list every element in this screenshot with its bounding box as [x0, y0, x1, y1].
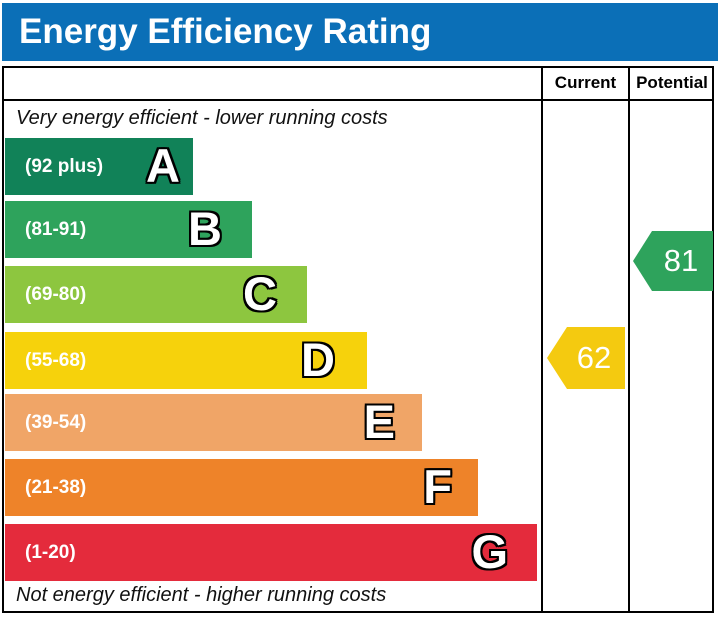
- band-row-b: (81-91) B: [5, 201, 252, 258]
- band-range-label: (69-80): [25, 283, 87, 305]
- band-letter: E: [363, 395, 395, 448]
- band-row-a: (92 plus) A: [5, 138, 193, 195]
- band-row-d: (55-68) D: [5, 332, 367, 389]
- band-range-label: (39-54): [25, 411, 87, 433]
- band-letter: F: [423, 460, 452, 513]
- band-letter: G: [471, 525, 508, 578]
- potential-arrow-shape: [633, 231, 713, 291]
- band-row-g: (1-20) G: [5, 524, 537, 581]
- title-bar: Energy Efficiency Rating: [2, 3, 718, 61]
- current-rating-value: 62: [577, 340, 611, 375]
- band-range-label: (21-38): [25, 476, 87, 498]
- current-arrow-shape: [547, 327, 625, 389]
- band-row-c: (69-80) C: [5, 266, 307, 323]
- current-rating-arrow: 62: [547, 327, 625, 389]
- current-column-divider: [541, 66, 543, 613]
- band-row-e: (39-54) E: [5, 394, 422, 451]
- band-range-label: (1-20): [25, 541, 76, 563]
- bottom-note: Not energy efficient - higher running co…: [16, 584, 387, 606]
- band-range-label: (55-68): [25, 349, 87, 371]
- band-letter: A: [146, 139, 180, 192]
- band-range-label: (92 plus): [25, 155, 104, 177]
- top-note: Very energy efficient - lower running co…: [16, 107, 388, 129]
- band-row-f: (21-38) F: [5, 459, 478, 516]
- potential-column-divider: [628, 66, 630, 613]
- page-title: Energy Efficiency Rating: [19, 12, 432, 51]
- band-letter: B: [188, 202, 222, 255]
- potential-rating-value: 81: [664, 243, 698, 278]
- band-range-label: (81-91): [25, 218, 87, 240]
- table-header-divider: [2, 99, 714, 101]
- current-column-header: Current: [554, 72, 617, 92]
- potential-rating-arrow: 81: [633, 231, 713, 291]
- potential-column-header: Potential: [636, 72, 708, 92]
- band-letter: D: [301, 333, 335, 386]
- band-letter: C: [243, 267, 277, 320]
